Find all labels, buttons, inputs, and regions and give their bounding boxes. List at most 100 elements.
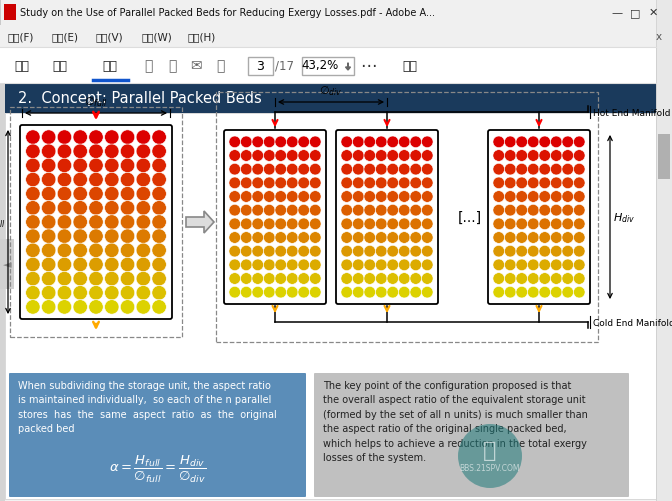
Circle shape bbox=[410, 260, 421, 271]
Circle shape bbox=[309, 178, 321, 189]
Circle shape bbox=[152, 173, 166, 187]
Circle shape bbox=[562, 137, 573, 148]
Circle shape bbox=[263, 287, 275, 299]
Circle shape bbox=[573, 273, 585, 285]
Circle shape bbox=[528, 178, 539, 189]
Circle shape bbox=[241, 246, 252, 258]
Circle shape bbox=[387, 191, 398, 203]
Text: 文件(F): 文件(F) bbox=[8, 32, 34, 42]
Circle shape bbox=[550, 164, 562, 176]
Circle shape bbox=[352, 273, 364, 285]
Circle shape bbox=[364, 260, 376, 271]
Text: 视图(V): 视图(V) bbox=[95, 32, 122, 42]
Circle shape bbox=[387, 205, 398, 216]
Circle shape bbox=[42, 286, 56, 301]
Circle shape bbox=[539, 164, 550, 176]
Circle shape bbox=[364, 246, 376, 258]
Circle shape bbox=[341, 232, 353, 244]
Circle shape bbox=[352, 205, 364, 216]
Text: 3: 3 bbox=[256, 60, 264, 72]
Circle shape bbox=[275, 205, 286, 216]
FancyBboxPatch shape bbox=[224, 131, 326, 305]
Circle shape bbox=[410, 164, 421, 176]
Circle shape bbox=[136, 187, 151, 201]
Circle shape bbox=[562, 164, 573, 176]
Text: 编辑(E): 编辑(E) bbox=[52, 32, 79, 42]
Circle shape bbox=[252, 164, 263, 176]
Circle shape bbox=[89, 258, 103, 272]
Bar bbox=[216, 93, 598, 342]
Circle shape bbox=[352, 246, 364, 258]
Circle shape bbox=[26, 131, 40, 145]
Circle shape bbox=[73, 243, 87, 258]
Circle shape bbox=[252, 232, 263, 244]
Circle shape bbox=[352, 150, 364, 162]
Circle shape bbox=[398, 137, 410, 148]
Circle shape bbox=[57, 215, 72, 230]
Circle shape bbox=[152, 272, 166, 286]
Circle shape bbox=[42, 145, 56, 159]
Circle shape bbox=[105, 300, 119, 315]
Circle shape bbox=[528, 164, 539, 176]
Circle shape bbox=[73, 215, 87, 230]
Circle shape bbox=[57, 201, 72, 215]
Circle shape bbox=[376, 137, 387, 148]
Circle shape bbox=[309, 232, 321, 244]
Circle shape bbox=[398, 287, 410, 299]
Text: /17: /17 bbox=[275, 60, 294, 72]
Circle shape bbox=[275, 164, 286, 176]
Circle shape bbox=[136, 258, 151, 272]
Text: 2.  Concept: Parallel Packed Beds: 2. Concept: Parallel Packed Beds bbox=[18, 91, 262, 106]
Circle shape bbox=[241, 150, 252, 162]
Circle shape bbox=[136, 145, 151, 159]
Circle shape bbox=[352, 287, 364, 299]
Circle shape bbox=[493, 150, 505, 162]
Circle shape bbox=[309, 260, 321, 271]
Circle shape bbox=[493, 178, 505, 189]
Circle shape bbox=[286, 218, 298, 230]
Circle shape bbox=[229, 191, 241, 203]
Circle shape bbox=[105, 215, 119, 230]
Text: [...]: [...] bbox=[458, 210, 482, 224]
Circle shape bbox=[364, 287, 376, 299]
Circle shape bbox=[493, 232, 505, 244]
Text: ⋯: ⋯ bbox=[360, 57, 376, 75]
Circle shape bbox=[26, 243, 40, 258]
Circle shape bbox=[376, 246, 387, 258]
Circle shape bbox=[42, 187, 56, 201]
Text: $H_{full}$: $H_{full}$ bbox=[0, 215, 5, 229]
Circle shape bbox=[516, 273, 528, 285]
Circle shape bbox=[241, 191, 252, 203]
Circle shape bbox=[528, 232, 539, 244]
Circle shape bbox=[57, 258, 72, 272]
Circle shape bbox=[398, 150, 410, 162]
Circle shape bbox=[105, 243, 119, 258]
Circle shape bbox=[493, 191, 505, 203]
Circle shape bbox=[252, 178, 263, 189]
Circle shape bbox=[550, 260, 562, 271]
Bar bbox=[302, 58, 354, 76]
Circle shape bbox=[387, 150, 398, 162]
Circle shape bbox=[505, 232, 516, 244]
Circle shape bbox=[120, 173, 135, 187]
Circle shape bbox=[263, 260, 275, 271]
Circle shape bbox=[26, 272, 40, 286]
Circle shape bbox=[376, 287, 387, 299]
Circle shape bbox=[275, 178, 286, 189]
Circle shape bbox=[493, 218, 505, 230]
Circle shape bbox=[73, 159, 87, 173]
Circle shape bbox=[387, 218, 398, 230]
Circle shape bbox=[493, 246, 505, 258]
Circle shape bbox=[26, 215, 40, 230]
Circle shape bbox=[286, 205, 298, 216]
Circle shape bbox=[528, 260, 539, 271]
Circle shape bbox=[298, 164, 310, 176]
Circle shape bbox=[573, 205, 585, 216]
Circle shape bbox=[73, 145, 87, 159]
Circle shape bbox=[562, 232, 573, 244]
Circle shape bbox=[550, 287, 562, 299]
Circle shape bbox=[152, 286, 166, 301]
Circle shape bbox=[410, 178, 421, 189]
Text: ✉: ✉ bbox=[190, 59, 202, 73]
Circle shape bbox=[410, 137, 421, 148]
